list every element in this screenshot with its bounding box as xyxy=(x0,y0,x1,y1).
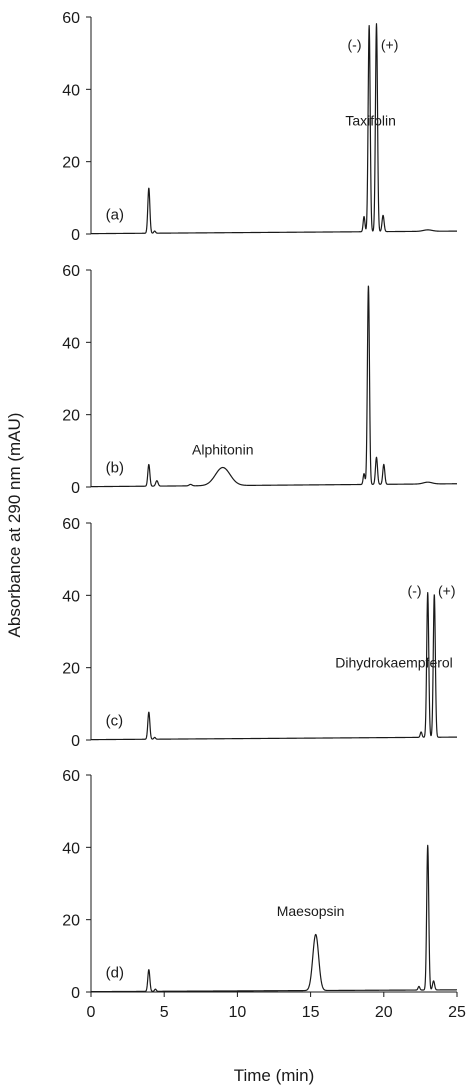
y-tick-label: 20 xyxy=(62,408,80,425)
y-tick-label: 60 xyxy=(62,263,80,280)
chromatogram-trace xyxy=(90,285,458,488)
x-tick-label: 5 xyxy=(160,1004,169,1021)
chromatogram-trace xyxy=(90,844,458,993)
peak-annotation: (-) xyxy=(348,37,362,53)
peak-annotation: (+) xyxy=(438,582,456,598)
panel-tag-label: (d) xyxy=(106,965,124,982)
peak-annotation: (-) xyxy=(408,582,422,598)
peak-annotation: Dihydrokaempferol xyxy=(335,655,453,671)
chromatogram-trace xyxy=(90,592,458,741)
x-tick-label: 15 xyxy=(302,1004,320,1021)
panel-tag-label: (a) xyxy=(106,207,124,224)
y-tick-label: 0 xyxy=(71,985,80,1002)
panel-tag-label: (b) xyxy=(106,460,124,477)
y-tick-label: 0 xyxy=(71,733,80,750)
x-tick-label: 20 xyxy=(375,1004,393,1021)
y-tick-label: 40 xyxy=(62,840,80,857)
x-tick-label: 25 xyxy=(448,1004,466,1021)
chart-panel: 0 20 40 60 (a) Taxifolin (-) (+) xyxy=(62,10,458,244)
y-tick-label: 20 xyxy=(62,661,80,678)
y-tick-label: 20 xyxy=(62,913,80,930)
chart-panel: 0 20 40 60 (d) Maesopsin 0 5 10 15 20 25 xyxy=(62,768,466,1021)
x-tick-label: 0 xyxy=(87,1004,96,1021)
peak-annotation: (+) xyxy=(381,37,399,53)
y-axis-title: Absorbance at 290 nm (mAU) xyxy=(5,413,24,638)
y-tick-label: 40 xyxy=(62,588,80,605)
peak-annotation: Taxifolin xyxy=(345,113,396,129)
y-tick-label: 0 xyxy=(71,227,80,244)
panel-tag-label: (c) xyxy=(106,713,124,730)
peak-annotation: Alphitonin xyxy=(192,441,254,457)
y-tick-label: 60 xyxy=(62,10,80,27)
y-tick-label: 0 xyxy=(71,480,80,497)
chart-panel: 0 20 40 60 (c) Dihydrokaempferol (-) (+) xyxy=(62,516,458,750)
chart-panel: 0 20 40 60 (b) Alphitonin xyxy=(62,263,458,497)
y-tick-label: 40 xyxy=(62,335,80,352)
y-tick-label: 20 xyxy=(62,155,80,172)
chart-panels: 0 20 40 60 (a) Taxifolin (-) (+) 0 20 40 60 (b) Alphi… xyxy=(62,10,466,1021)
y-tick-label: 60 xyxy=(62,516,80,533)
y-tick-label: 60 xyxy=(62,768,80,785)
peak-annotation: Maesopsin xyxy=(277,903,345,919)
y-tick-label: 40 xyxy=(62,82,80,99)
x-axis-title: Time (min) xyxy=(234,1066,315,1085)
x-tick-label: 10 xyxy=(229,1004,247,1021)
chromatogram-trace xyxy=(90,23,458,235)
